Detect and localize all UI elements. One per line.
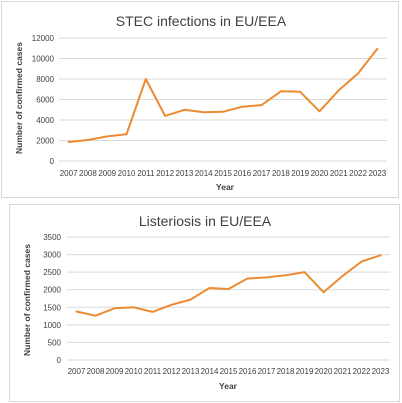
listeriosis-x-tick-label: 2017 — [258, 367, 276, 376]
stec-x-tick-label: 2008 — [79, 169, 97, 178]
stec-y-tick-label: 6000 — [36, 96, 54, 105]
stec-series-line — [67, 47, 379, 143]
stec-x-tick-label: 2018 — [272, 169, 290, 178]
stec-chart: STEC infections in EU/EEA Number of conf… — [14, 13, 387, 192]
listeriosis-chart-title: Listeriosis in EU/EEA — [139, 213, 272, 229]
listeriosis-x-tick-label: 2022 — [353, 367, 371, 376]
listeriosis-y-axis-title: Number of confirmed cases — [22, 244, 32, 356]
stec-y-tick-label: 4000 — [36, 116, 54, 125]
listeriosis-x-tick-label: 2019 — [296, 367, 314, 376]
stec-x-tick-label: 2015 — [214, 169, 232, 178]
stec-chart-title: STEC infections in EU/EEA — [116, 13, 287, 29]
stec-y-tick-label: 10000 — [32, 55, 55, 64]
listeriosis-x-tick-label: 2008 — [87, 367, 105, 376]
listeriosis-plot-area: 0 500 1000 1500 2000 2500 3000 3500 2007 2008 2009… — [43, 233, 390, 376]
listeriosis-chart-panel: Listeriosis in EU/EEA Number of confirme… — [9, 204, 400, 402]
stec-x-tick-label: 2016 — [233, 169, 251, 178]
listeriosis-y-tick-label: 3000 — [43, 251, 61, 260]
stec-x-tick-label: 2009 — [98, 169, 116, 178]
listeriosis-x-tick-label: 2007 — [68, 367, 86, 376]
listeriosis-y-tick-label: 500 — [48, 338, 62, 347]
listeriosis-x-tick-label: 2010 — [125, 367, 143, 376]
listeriosis-x-tick-label: 2014 — [201, 367, 219, 376]
stec-x-axis-title: Year — [216, 182, 235, 192]
listeriosis-y-tick-label: 2000 — [43, 286, 61, 295]
listeriosis-x-tick-label: 2012 — [163, 367, 181, 376]
stec-y-tick-label: 2000 — [36, 137, 54, 146]
listeriosis-x-tick-label: 2016 — [239, 367, 257, 376]
stec-x-tick-label: 2021 — [330, 169, 348, 178]
listeriosis-x-tick-label: 2018 — [277, 367, 295, 376]
stec-x-tick-label: 2022 — [349, 169, 367, 178]
stec-x-tick-label: 2007 — [60, 169, 78, 178]
listeriosis-x-tick-label: 2013 — [182, 367, 200, 376]
listeriosis-x-tick-label: 2009 — [106, 367, 124, 376]
listeriosis-chart: Listeriosis in EU/EEA Number of confirme… — [22, 213, 390, 391]
stec-x-tick-label: 2017 — [253, 169, 271, 178]
listeriosis-x-tick-label: 2021 — [334, 367, 352, 376]
listeriosis-x-tick-label: 2023 — [372, 367, 390, 376]
stec-x-tick-label: 2013 — [176, 169, 194, 178]
stec-x-tick-label: 2023 — [368, 169, 386, 178]
listeriosis-x-axis-title: Year — [219, 381, 238, 391]
listeriosis-x-tick-label: 2020 — [315, 367, 333, 376]
stec-y-tick-label: 0 — [50, 157, 55, 166]
stec-y-tick-label: 8000 — [36, 75, 54, 84]
listeriosis-series-line — [75, 254, 382, 317]
stec-y-tick-label: 12000 — [32, 34, 55, 43]
listeriosis-y-tick-label: 2500 — [43, 268, 61, 277]
stec-x-tick-label: 2012 — [156, 169, 174, 178]
listeriosis-y-tick-label: 1000 — [43, 321, 61, 330]
listeriosis-x-tick-label: 2015 — [220, 367, 238, 376]
stec-y-axis-title: Number of confirmed cases — [14, 42, 24, 154]
stec-chart-panel: STEC infections in EU/EEA Number of conf… — [1, 1, 399, 198]
stec-x-tick-label: 2019 — [291, 169, 309, 178]
listeriosis-y-tick-label: 1500 — [43, 303, 61, 312]
stec-x-tick-label: 2010 — [118, 169, 136, 178]
stec-x-tick-label: 2020 — [311, 169, 329, 178]
listeriosis-y-tick-label: 0 — [57, 356, 62, 365]
stec-x-tick-label: 2011 — [137, 169, 155, 178]
listeriosis-x-tick-label: 2011 — [144, 367, 162, 376]
stec-x-tick-label: 2014 — [195, 169, 213, 178]
listeriosis-y-tick-label: 3500 — [43, 233, 61, 242]
